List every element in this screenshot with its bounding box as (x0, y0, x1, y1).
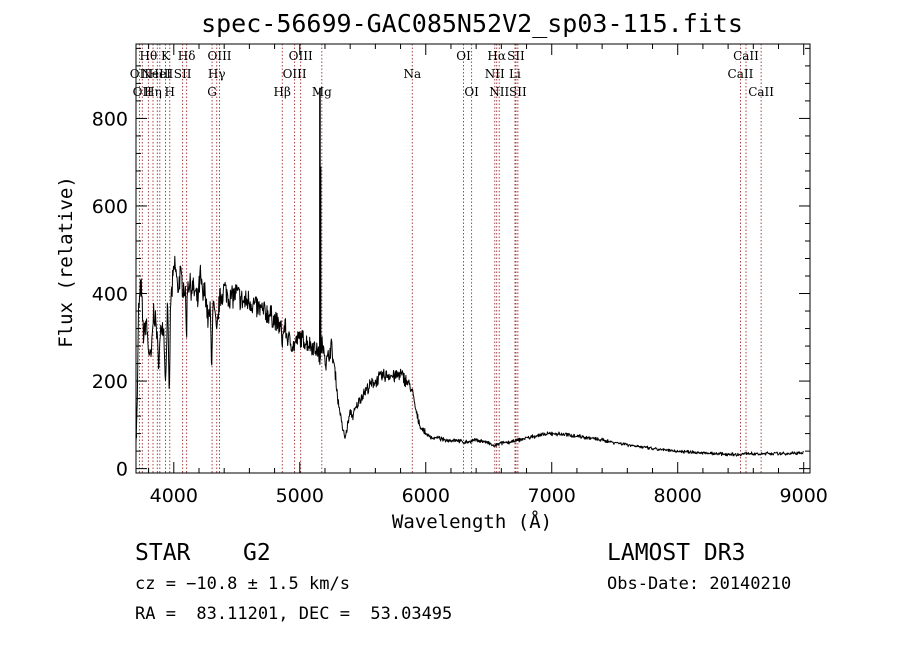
line-label-24: SII (507, 49, 525, 63)
line-label-18: OI (456, 49, 471, 63)
x-tick-label-5: 9000 (780, 485, 828, 507)
line-label-20: NII (485, 67, 505, 81)
line-label-26: CaII (728, 67, 754, 81)
x-tick-label-1: 5000 (276, 485, 324, 507)
line-marker-group (138, 44, 762, 473)
line-label-14: OIII (283, 67, 307, 81)
y-tick-label-3: 600 (92, 196, 128, 218)
line-label-23: Li (509, 67, 521, 81)
x-tick-label-4: 8000 (654, 485, 702, 507)
axis-ticks (136, 44, 810, 473)
line-label-6: K (161, 49, 171, 63)
object-class: STAR (135, 540, 191, 566)
line-label-17: Na (403, 67, 421, 81)
line-label-0: OII (130, 67, 150, 81)
plot-frame (135, 43, 811, 474)
line-label-5: HeI (149, 67, 172, 81)
x-tick-label-0: 4000 (150, 485, 198, 507)
spectrum-line (135, 255, 804, 457)
x-axis-label: Wavelength (Å) (392, 510, 552, 533)
coordinates-text: RA = 83.11201, DEC = 53.03495 (135, 604, 453, 624)
line-label-4: NeIII (141, 67, 173, 81)
x-tick-label-3: 7000 (528, 485, 576, 507)
x-tick-label-2: 6000 (402, 485, 450, 507)
line-label-10: G (207, 85, 217, 99)
line-label-11: Hγ (208, 67, 226, 81)
line-label-8: SII (174, 67, 192, 81)
y-tick-label-2: 400 (92, 284, 128, 306)
spectrum-series (135, 87, 804, 457)
chart-title: spec-56699-GAC085N52V2_sp03-115.fits (201, 9, 743, 38)
object-subclass: G2 (243, 540, 271, 566)
line-label-19: OI (464, 85, 479, 99)
line-label-9: Hδ (178, 49, 196, 63)
line-label-3: Hη (144, 85, 162, 99)
line-label-28: CaII (748, 85, 774, 99)
y-tick-label-1: 200 (92, 371, 128, 393)
line-label-1: OII (133, 85, 153, 99)
axis-tick-labels: 4000 5000 6000 7000 8000 9000 0 200 400 600 800 (92, 108, 828, 507)
y-axis-label: Flux (relative) (55, 176, 77, 348)
line-label-27: CaII (733, 49, 759, 63)
survey-name: LAMOST DR3 (607, 540, 746, 566)
y-tick-label-0: 0 (116, 459, 128, 481)
redshift-text: cz = −10.8 ± 1.5 km/s (135, 574, 350, 594)
line-label-13: Hβ (274, 85, 291, 99)
obs-date: Obs-Date: 20140210 (607, 574, 792, 594)
line-label-16: Mg (312, 85, 332, 99)
line-label-22: NII (489, 85, 509, 99)
y-tick-label-4: 800 (92, 108, 128, 130)
line-label-7: H (165, 85, 175, 99)
line-label-15: OIII (289, 49, 313, 63)
line-label-25: SII (509, 85, 527, 99)
line-label-21: Hα (487, 49, 506, 63)
line-label-12: OIII (207, 49, 231, 63)
line-label-2: Hθ (139, 49, 157, 63)
